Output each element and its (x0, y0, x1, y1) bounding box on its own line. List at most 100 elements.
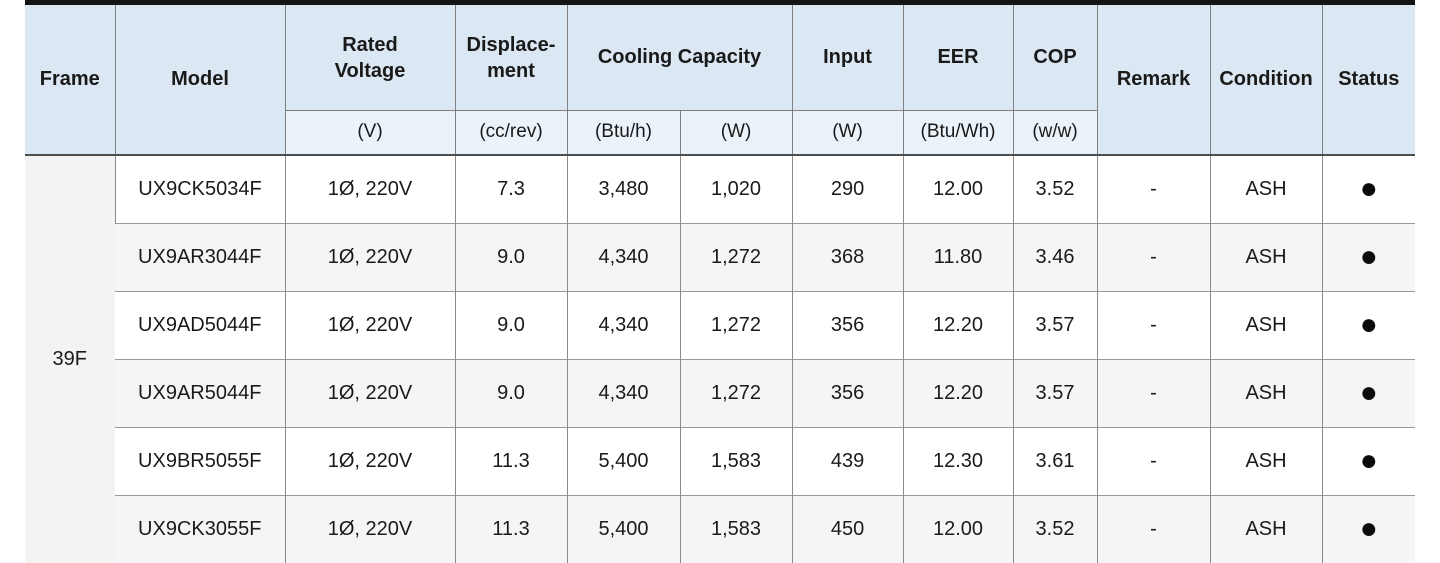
cell-rated-voltage: 1Ø, 220V (284, 494, 455, 563)
cell-displacement: 11.3 (454, 426, 567, 495)
cell-cooling-btu: 5,400 (566, 426, 680, 495)
cell-rated-voltage: 1Ø, 220V (284, 153, 455, 223)
cell-displacement: 9.0 (454, 222, 567, 291)
cell-input: 356 (791, 290, 904, 359)
cell-displacement: 9.0 (454, 290, 567, 359)
compressor-spec-table: Frame Model Rated Voltage Displace- ment… (25, 0, 1416, 563)
unit-cooling-btu: (Btu/h) (566, 110, 680, 155)
status-dot: ● (1359, 172, 1378, 205)
cell-cop: 3.46 (1012, 222, 1098, 291)
col-header-frame: Frame (25, 2, 115, 155)
table-row: UX9BR5055F 1Ø, 220V 11.3 5,400 1,583 439… (25, 426, 1416, 495)
cell-input: 450 (791, 494, 904, 563)
cell-cooling-w: 1,272 (679, 358, 793, 427)
cell-model: UX9AR5044F (115, 358, 285, 427)
header-row-units: (V) (cc/rev) (Btu/h) (W) (W) (Btu/Wh) (w… (25, 110, 1415, 155)
cell-eer: 12.20 (902, 290, 1014, 359)
status-dot: ● (1359, 444, 1378, 477)
cell-model: UX9CK3055F (115, 494, 285, 563)
table-row: UX9AR5044F 1Ø, 220V 9.0 4,340 1,272 356 … (25, 358, 1416, 427)
cell-input: 439 (791, 426, 904, 495)
cell-cop: 3.57 (1012, 290, 1098, 359)
cell-status: ● (1321, 290, 1416, 359)
table-row: UX9AR3044F 1Ø, 220V 9.0 4,340 1,272 368 … (25, 222, 1416, 291)
unit-rated-voltage: (V) (284, 110, 455, 155)
unit-cop: (w/w) (1012, 110, 1098, 155)
table-row: 39F UX9CK5034F 1Ø, 220V 7.3 3,480 1,020 … (25, 153, 1416, 563)
cell-remark: - (1096, 426, 1211, 495)
col-header-eer: EER (902, 2, 1014, 111)
cell-cop: 3.52 (1012, 494, 1098, 563)
col-header-condition: Condition (1209, 2, 1323, 155)
cell-input: 356 (791, 358, 904, 427)
cell-cooling-btu: 4,340 (566, 290, 680, 359)
cell-rated-voltage: 1Ø, 220V (284, 222, 455, 291)
col-header-remark: Remark (1096, 2, 1211, 155)
cell-condition: ASH (1209, 358, 1323, 427)
cell-model: UX9CK5034F (114, 153, 285, 223)
cell-cooling-w: 1,272 (679, 290, 793, 359)
cell-status: ● (1321, 426, 1416, 495)
header-row-main: Frame Model Rated Voltage Displace- ment… (25, 2, 1416, 155)
col-header-displacement: Displace- ment (454, 2, 567, 111)
cell-cop: 3.61 (1012, 426, 1098, 495)
cell-condition: ASH (1209, 426, 1323, 495)
cell-model: UX9AR3044F (115, 222, 285, 291)
status-dot: ● (1359, 308, 1378, 341)
cell-eer: 12.00 (902, 153, 1014, 223)
cell-displacement: 7.3 (454, 153, 567, 223)
cell-cooling-w: 1,020 (679, 153, 793, 223)
cell-cooling-btu: 4,340 (566, 222, 680, 291)
cell-rated-voltage: 1Ø, 220V (284, 358, 455, 427)
cell-cooling-btu: 5,400 (566, 494, 680, 563)
col-header-model: Model (114, 2, 285, 155)
cell-condition: ASH (1209, 494, 1323, 563)
cell-status: ● (1321, 153, 1416, 223)
cell-input: 368 (791, 222, 904, 291)
cell-rated-voltage: 1Ø, 220V (284, 290, 455, 359)
cell-status: ● (1321, 222, 1416, 291)
cell-condition: ASH (1209, 153, 1323, 223)
cell-remark: - (1096, 222, 1211, 291)
cell-remark: - (1096, 494, 1211, 563)
cell-condition: ASH (1209, 290, 1323, 359)
cell-cop: 3.57 (1012, 358, 1098, 427)
unit-eer: (Btu/Wh) (902, 110, 1014, 155)
cell-input: 290 (791, 153, 904, 223)
cell-frame-group: 39F (25, 153, 115, 563)
table-row: UX9AD5044F 1Ø, 220V 9.0 4,340 1,272 356 … (25, 290, 1416, 359)
cell-model: UX9AD5044F (115, 290, 285, 359)
col-header-cop: COP (1012, 2, 1098, 111)
col-header-status: Status (1321, 2, 1416, 155)
status-dot: ● (1359, 376, 1378, 409)
col-header-input: Input (791, 2, 904, 111)
status-dot: ● (1359, 240, 1378, 273)
cell-displacement: 11.3 (454, 494, 567, 563)
cell-cooling-btu: 4,340 (566, 358, 680, 427)
cell-remark: - (1096, 290, 1211, 359)
cell-remark: - (1096, 358, 1211, 427)
cell-eer: 12.20 (902, 358, 1014, 427)
cell-cop: 3.52 (1012, 153, 1098, 223)
col-header-rated-voltage: Rated Voltage (284, 2, 455, 111)
cell-model: UX9BR5055F (115, 426, 285, 495)
cell-cooling-w: 1,583 (679, 426, 793, 495)
cell-status: ● (1321, 494, 1416, 563)
status-dot: ● (1359, 512, 1378, 545)
cell-condition: ASH (1209, 222, 1323, 291)
unit-displacement: (cc/rev) (454, 110, 567, 155)
cell-remark: - (1096, 153, 1211, 223)
cell-cooling-w: 1,583 (679, 494, 793, 563)
cell-eer: 12.00 (902, 494, 1014, 563)
cell-cooling-btu: 3,480 (566, 153, 680, 223)
table-row: UX9CK3055F 1Ø, 220V 11.3 5,400 1,583 450… (25, 494, 1416, 563)
cell-displacement: 9.0 (454, 358, 567, 427)
cell-cooling-w: 1,272 (679, 222, 793, 291)
cell-rated-voltage: 1Ø, 220V (284, 426, 455, 495)
cell-eer: 12.30 (902, 426, 1014, 495)
cell-status: ● (1321, 358, 1416, 427)
unit-input: (W) (791, 110, 904, 155)
unit-cooling-w: (W) (679, 110, 793, 155)
cell-eer: 11.80 (902, 222, 1014, 291)
col-header-cooling-capacity: Cooling Capacity (566, 2, 793, 111)
